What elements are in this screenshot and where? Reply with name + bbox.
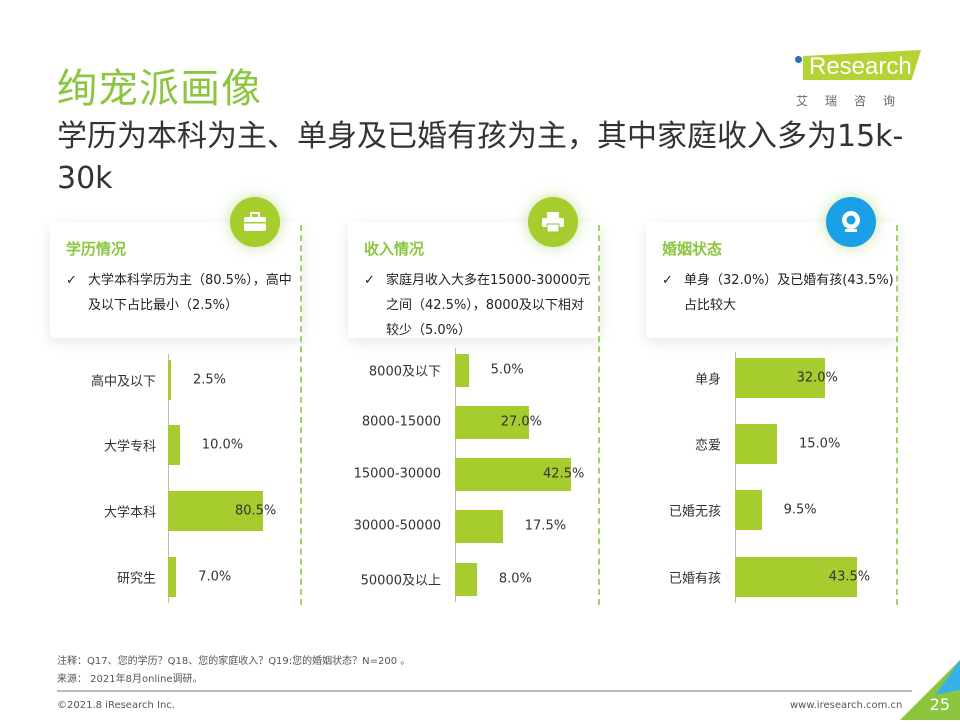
panel-description: ✓ 家庭月收入大多在15000-30000元之间（42.5%），8000及以下相对…: [364, 268, 596, 343]
check-icon: ✓: [364, 273, 375, 288]
category-label: 高中及以下: [90, 374, 156, 390]
panel-heading: 学历情况: [66, 240, 127, 258]
panel-description: ✓ 大学本科学历为主（80.5%），高中及以下占比最小（2.5%）: [66, 268, 298, 318]
dashed-divider: [896, 225, 898, 605]
dashed-divider: [598, 225, 600, 605]
value-label: 2.5%: [192, 372, 226, 388]
category-label: 恋爱: [694, 438, 721, 454]
category-label: 研究生: [116, 571, 156, 587]
bar: [455, 562, 477, 596]
page-title: 绚宠派画像: [57, 66, 262, 112]
value-label: 42.5%: [543, 466, 585, 482]
category-axis: [168, 354, 169, 603]
footer-divider: [57, 690, 912, 692]
category-label: 50000及以上: [360, 573, 441, 589]
website-url: www.iresearch.com.cn: [790, 700, 903, 711]
printer-icon: [528, 197, 578, 247]
page-number-corner: 25: [900, 660, 960, 720]
bar: [168, 491, 263, 531]
panel-heading: 收入情况: [364, 240, 425, 258]
panel-description-text: 大学本科学历为主（80.5%），高中及以下占比最小（2.5%）: [88, 273, 292, 313]
check-icon: ✓: [662, 273, 673, 288]
category-label: 8000及以下: [368, 364, 441, 380]
value-label: 43.5%: [828, 569, 871, 585]
category-label: 30000-50000: [353, 518, 441, 534]
panel-description-text: 家庭月收入大多在15000-30000元之间（42.5%），8000及以下相对较…: [386, 273, 591, 338]
page-number: 25: [929, 695, 950, 714]
value-label: 15.0%: [799, 436, 841, 452]
bar: [168, 360, 171, 400]
bar: [735, 358, 825, 398]
value-label: 10.0%: [201, 437, 244, 453]
value-label: 5.0%: [490, 362, 524, 378]
value-label: 8.0%: [498, 571, 532, 587]
panel-card: 婚姻状态 ✓ 单身（32.0%）及已婚有孩(43.5%)占比较大: [646, 222, 898, 338]
bar: [735, 557, 857, 597]
bar: [168, 557, 177, 597]
category-label: 15000-30000: [353, 466, 441, 482]
value-label: 17.5%: [524, 518, 567, 534]
briefcase-icon: [230, 197, 280, 247]
source-text: 来源： 2021年8月online调研。: [57, 674, 203, 685]
panel-description: ✓ 单身（32.0%）及已婚有孩(43.5%)占比较大: [662, 268, 894, 318]
category-label: 大学专科: [103, 439, 156, 455]
value-label: 27.0%: [500, 414, 543, 430]
bar: [455, 457, 572, 491]
value-label: 32.0%: [796, 370, 838, 386]
bar: [455, 405, 529, 439]
bar: [735, 424, 777, 464]
category-axis: [735, 352, 736, 603]
category-label: 大学本科: [103, 505, 156, 521]
bar: [735, 490, 762, 530]
bar: [455, 509, 503, 543]
bar: [168, 425, 180, 465]
category-label: 已婚无孩: [668, 504, 721, 520]
value-label: 9.5%: [783, 502, 817, 518]
value-label: 7.0%: [198, 569, 232, 585]
panel-description-text: 单身（32.0%）及已婚有孩(43.5%)占比较大: [684, 273, 894, 313]
page-subtitle: 学历为本科为主、单身及已婚有孩为主，其中家庭收入多为15k-30k: [57, 119, 904, 196]
category-label: 已婚有孩: [668, 571, 721, 587]
webcam-icon: [826, 197, 876, 247]
iresearch-logo: Research 艾瑞咨询: [790, 48, 921, 108]
category-label: 单身: [694, 372, 721, 388]
value-label: 80.5%: [234, 503, 277, 519]
dashed-divider: [300, 225, 302, 605]
bar: [455, 353, 469, 387]
note-text: 注释：Q17、您的学历？Q18、您的家庭收入？Q19:您的婚姻状态？N=200 …: [57, 656, 411, 667]
category-label: 8000-15000: [361, 414, 441, 430]
copyright: ©2021.8 iResearch Inc.: [57, 700, 175, 711]
check-icon: ✓: [66, 273, 77, 288]
panel-heading: 婚姻状态: [662, 240, 723, 258]
